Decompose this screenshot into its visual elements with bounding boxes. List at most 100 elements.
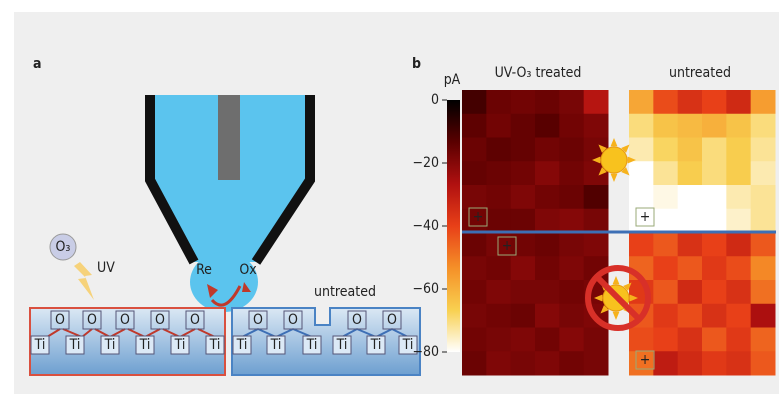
heatmap-cell [726, 185, 751, 209]
heatmap-cell [751, 351, 776, 375]
marker: + [473, 209, 484, 225]
heatmap-cell [726, 351, 751, 375]
heatmap-cell [653, 280, 678, 304]
heatmap-cell [751, 256, 776, 280]
heatmap-cell [678, 90, 703, 114]
untreated-label: untreated [314, 284, 376, 300]
o-label: O [120, 312, 130, 328]
heatmap-cell [486, 304, 511, 328]
heatmap-cell [486, 351, 511, 375]
heatmap-cell [726, 328, 751, 352]
heatmap-cell [702, 209, 727, 233]
heatmap-cell [678, 280, 703, 304]
unit-label: pA [444, 72, 461, 88]
heatmap-cell [462, 114, 487, 138]
colorbar-tick-label: 0 [431, 92, 439, 108]
heatmap-cell [678, 304, 703, 328]
heatmap-cell [511, 114, 536, 138]
heatmap-cell [726, 280, 751, 304]
marker: + [502, 238, 513, 254]
ti-label: Ti [104, 337, 116, 353]
panel-label: a [33, 56, 42, 72]
heatmap-cell [559, 280, 584, 304]
heatmap-cell [559, 328, 584, 352]
heatmap-cell [751, 233, 776, 257]
heatmap-cell [535, 161, 560, 185]
heatmap-cell [486, 90, 511, 114]
heatmap-cell [702, 233, 727, 257]
heatmap-cell [535, 138, 560, 162]
heatmap-cell [726, 209, 751, 233]
heatmap-cell [559, 161, 584, 185]
heatmap-cell [751, 328, 776, 352]
heatmap-cell [462, 90, 487, 114]
uv-label: UV [97, 260, 115, 276]
heatmap-cell [511, 185, 536, 209]
colorbar-tick-label: −80 [412, 344, 439, 360]
heatmap-cell [653, 209, 678, 233]
heatmap-cell [629, 114, 654, 138]
heatmap-cell [584, 233, 609, 257]
heatmap-cell [486, 209, 511, 233]
heatmap-cell [653, 304, 678, 328]
ti-label: Ti [336, 337, 348, 353]
colorbar [447, 100, 460, 352]
heatmap-cell [751, 138, 776, 162]
heatmap-cell [751, 209, 776, 233]
heatmap-cell [726, 256, 751, 280]
heatmap-cell [559, 185, 584, 209]
heatmap-cell [653, 114, 678, 138]
colorbar-tick-label: −60 [412, 281, 439, 297]
heatmap-cell [462, 185, 487, 209]
heatmap-cell [702, 138, 727, 162]
heatmap-cell [653, 233, 678, 257]
heatmap-cell [726, 90, 751, 114]
electrode [218, 95, 240, 180]
heatmap-cell [462, 328, 487, 352]
heatmap-cell [653, 351, 678, 375]
heatmap-cell [678, 209, 703, 233]
heatmap-cell [702, 161, 727, 185]
colorbar-tick-label: −20 [412, 155, 439, 171]
heatmap-cell [462, 233, 487, 257]
panel-label: b [412, 56, 421, 72]
heatmap-cell [486, 161, 511, 185]
heatmap-cell [629, 328, 654, 352]
heatmap-cell [726, 304, 751, 328]
heatmap-cell [535, 304, 560, 328]
heatmap-cell [535, 256, 560, 280]
ti-label: Ti [139, 337, 151, 353]
heatmap-cell [751, 161, 776, 185]
heatmap-cell [559, 114, 584, 138]
heatmap-cell [535, 90, 560, 114]
heatmap-cell [462, 138, 487, 162]
heatmap-cell [511, 138, 536, 162]
heatmap-cell [678, 138, 703, 162]
marker: + [640, 352, 651, 368]
ozone-label: O₃ [56, 239, 71, 255]
o-label: O [190, 312, 200, 328]
ti-label: Ti [174, 337, 186, 353]
heatmap-cell [584, 90, 609, 114]
ti-label: Ti [306, 337, 318, 353]
heatmap-cell [678, 256, 703, 280]
heatmap-cell [629, 185, 654, 209]
heatmap-cell [726, 138, 751, 162]
reduction-label: Re [196, 262, 212, 278]
heatmap-cell [511, 351, 536, 375]
heatmap-cell [584, 351, 609, 375]
heatmap-cell [678, 233, 703, 257]
heatmap-cell [653, 161, 678, 185]
heatmap-cell [486, 256, 511, 280]
heatmap-cell [486, 138, 511, 162]
heatmap-cell [535, 233, 560, 257]
heatmap-cell [584, 209, 609, 233]
heatmap-cell [486, 114, 511, 138]
heatmap-cell [535, 351, 560, 375]
figure: a b Re Ox O₃ UV untreated pA UV-O₃ treat… [0, 0, 779, 406]
heatmap-cell [486, 185, 511, 209]
heatmap-cell [629, 161, 654, 185]
heatmap-cell [751, 114, 776, 138]
heatmap-cell [702, 256, 727, 280]
heatmap-cell [535, 280, 560, 304]
